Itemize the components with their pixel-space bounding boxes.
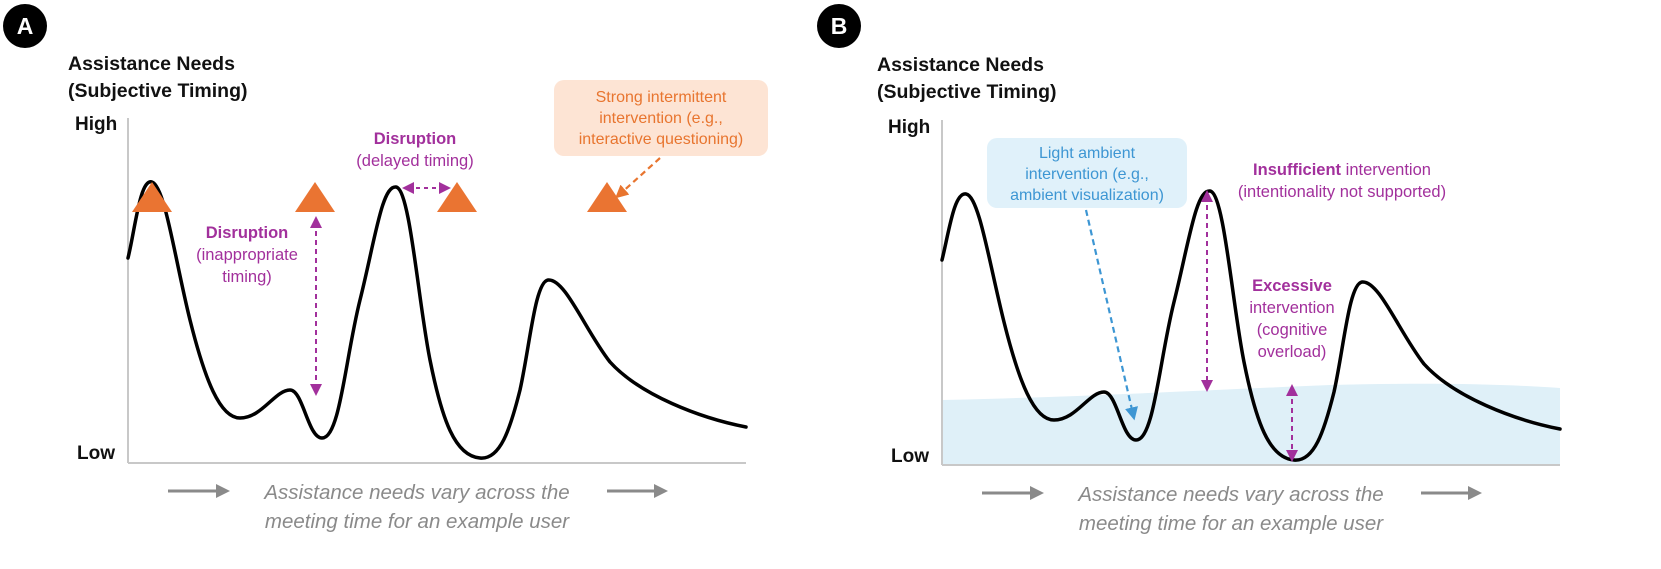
disruption-inappropriate-title: Disruption (205, 224, 289, 242)
caption-arrowhead-right (654, 484, 668, 498)
y-axis-title-line2: (Subjective Timing) (877, 81, 1057, 103)
excessive-line2: intervention (1249, 299, 1335, 317)
insufficient-title-rest: intervention (1341, 161, 1431, 179)
panel-b: B Assistance Needs (Subjective Timing) H… (817, 0, 1660, 569)
light-callout-line1: Light ambient (1038, 145, 1136, 162)
caption-arrowhead-right (1468, 486, 1482, 500)
caption-line2: meeting time for an example user (264, 510, 570, 533)
tick-low: Low (77, 443, 115, 464)
y-axis-title-line1: Assistance Needs (68, 53, 235, 75)
caption-arrowhead-left (216, 484, 230, 498)
strong-intervention-callout: Strong intermittent intervention (e.g., … (554, 80, 768, 156)
light-callout-pointer (1084, 209, 1138, 421)
x-axis-caption: Assistance needs vary across the meeting… (227, 478, 607, 536)
panel-b-plot (940, 120, 1562, 500)
triangle-marker-1 (132, 182, 172, 212)
y-axis-title-line1: Assistance Needs (877, 54, 1044, 76)
panel-badge: B (817, 4, 861, 48)
disruption-delayed-label: Disruption (delayed timing) (342, 128, 488, 172)
y-axis-title: Assistance Needs (Subjective Timing) (68, 51, 248, 105)
disruption-delayed-line2: (delayed timing) (356, 152, 474, 170)
insufficient-title: Insufficient (1253, 161, 1342, 179)
excessive-title: Excessive (1252, 277, 1332, 295)
insufficient-label: Insufficient intervention (intentionalit… (1220, 159, 1464, 203)
triangle-marker-2 (295, 182, 335, 212)
strong-callout-line2: intervention (e.g., (599, 110, 723, 127)
light-intervention-callout: Light ambient intervention (e.g., ambien… (987, 138, 1187, 208)
disruption-inappropriate-label: Disruption (inappropriate timing) (185, 222, 309, 288)
triangle-marker-4 (587, 182, 627, 212)
x-axis-caption: Assistance needs vary across the meeting… (1041, 480, 1421, 538)
panel-badge: A (3, 4, 47, 48)
strong-callout-line1: Strong intermittent (595, 89, 727, 106)
tick-high: High (888, 117, 931, 138)
disruption-inappropriate-line2: (inappropriate (196, 246, 298, 264)
y-axis-title-line2: (Subjective Timing) (68, 80, 248, 102)
triangle-marker-3 (437, 182, 477, 212)
y-axis-title: Assistance Needs (Subjective Timing) (877, 52, 1057, 106)
excessive-line3: (cognitive (1256, 321, 1328, 339)
caption-line1: Assistance needs vary across the (1078, 483, 1384, 506)
light-callout-line2: intervention (e.g., (1025, 166, 1149, 183)
caption-line2: meeting time for an example user (1078, 512, 1384, 535)
excessive-label: Excessive intervention (cognitive overlo… (1240, 275, 1344, 363)
panel-a: A Assistance Needs (Subjective Timing) H… (0, 0, 830, 569)
strong-callout-pointer (615, 157, 661, 199)
panel-a-plot (126, 118, 748, 498)
caption-line1: Assistance needs vary across the (264, 481, 570, 504)
ambient-intervention-band (942, 383, 1560, 465)
assistance-needs-curve (126, 180, 748, 460)
strong-callout-line3: interactive questioning) (578, 131, 744, 148)
disruption-delayed-title: Disruption (373, 130, 457, 148)
tick-low: Low (891, 446, 929, 467)
tick-high: High (75, 114, 118, 135)
disruption-inappropriate-line3: timing) (222, 268, 272, 286)
excessive-line4: overload) (1257, 343, 1327, 361)
caption-arrowhead-left (1030, 486, 1044, 500)
insufficient-line2: (intentionality not supported) (1237, 183, 1447, 201)
light-callout-line3: ambient visualization) (1010, 187, 1164, 204)
